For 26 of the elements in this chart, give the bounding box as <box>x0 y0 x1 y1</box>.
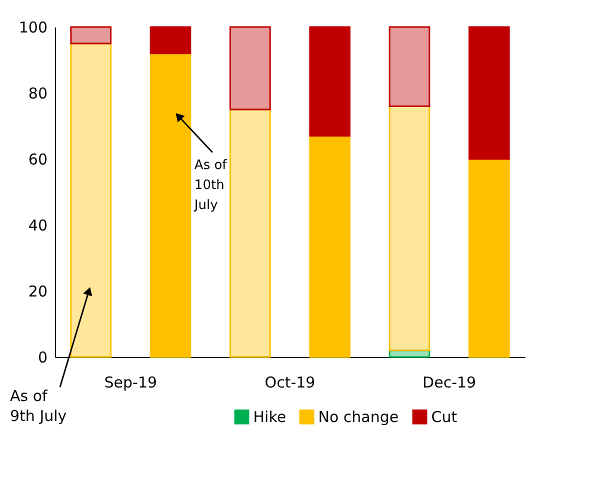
legend-label: No change <box>318 408 399 426</box>
bar <box>150 52 192 358</box>
legend-label: Cut <box>431 408 458 426</box>
bar <box>388 105 430 352</box>
legend-label: Hike <box>253 408 286 426</box>
x-tick-label: Oct-19 <box>264 374 316 392</box>
bar <box>70 26 112 44</box>
bar <box>150 26 192 54</box>
x-tick-label: Sep-19 <box>104 374 158 392</box>
bar <box>230 26 271 110</box>
bar <box>468 26 510 160</box>
bar <box>388 26 430 107</box>
bar <box>230 108 271 358</box>
bar <box>70 42 112 358</box>
text: As of 9th July <box>10 387 67 425</box>
annotation: As of 10th July <box>193 158 228 213</box>
x-tick-label: Dec-19 <box>422 374 476 392</box>
y-tick-label: 20 <box>28 282 48 300</box>
bar <box>468 158 510 358</box>
y-tick-label: 80 <box>28 84 48 102</box>
bar <box>309 135 350 358</box>
y-tick-label: 40 <box>28 216 48 234</box>
bar <box>309 26 350 137</box>
y-tick-label: 60 <box>28 150 48 168</box>
y-tick-label: 0 <box>38 348 48 366</box>
y-tick-label: 100 <box>18 18 48 36</box>
